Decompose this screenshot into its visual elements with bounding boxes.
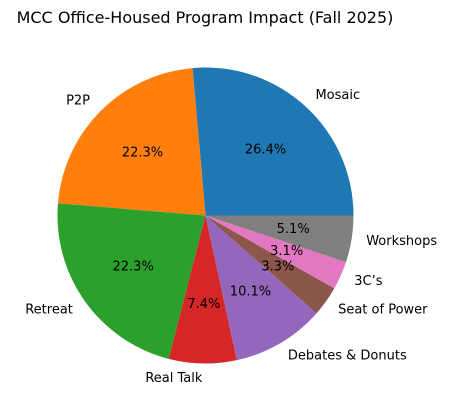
pie-label-retreat: Retreat [25,302,73,317]
pie-label-real-talk: Real Talk [145,371,203,386]
pie-slice-labels: Mosaic P2P Retreat Real Talk Debates & Donut… [25,88,437,386]
pie-label-mosaic: Mosaic [315,88,360,103]
pie-slice-workshops [205,215,354,263]
pie-label-workshops: Workshops [366,234,437,249]
pie-label-debates-donuts: Debates & Donuts [288,348,407,363]
pie-percent-labels: 26.4% 22.3% 22.3% 7.4% 10.1% 3.3%3.1% 5.1% [113,143,310,312]
pie-slice-p2p [57,68,206,216]
pie-percent-mosaic: 26.4% [245,143,286,158]
pie-percent-3c-s: 3.1% [270,244,303,259]
pie-percent-real-talk: 7.4% [187,297,220,312]
pie-slice-debates-donuts [205,215,317,361]
pie-label-3c-s: 3C’s [354,274,382,289]
pie-slice-retreat [57,203,206,359]
pie-percent-p2p: 22.3% [122,145,163,160]
pie-slice-real-talk [168,215,237,364]
pie-label-p2p: P2P [66,93,90,108]
pie-percent-debates-donuts: 10.1% [230,285,271,300]
pie-slice-mosaic [192,67,354,216]
pie-slices [57,67,354,364]
pie-percent-workshops: 5.1% [277,222,310,237]
pie-label-seat-of-power: Seat of Power [338,302,428,317]
pie-percent-seat-of-power: 3.3% [261,260,294,275]
pie-percent-retreat: 22.3% [113,260,154,275]
chart-title: MCC Office-Housed Program Impact (Fall 2… [17,8,394,27]
pie-slice-3c-s [205,215,346,289]
pie-slice-seat-of-power [205,215,335,314]
